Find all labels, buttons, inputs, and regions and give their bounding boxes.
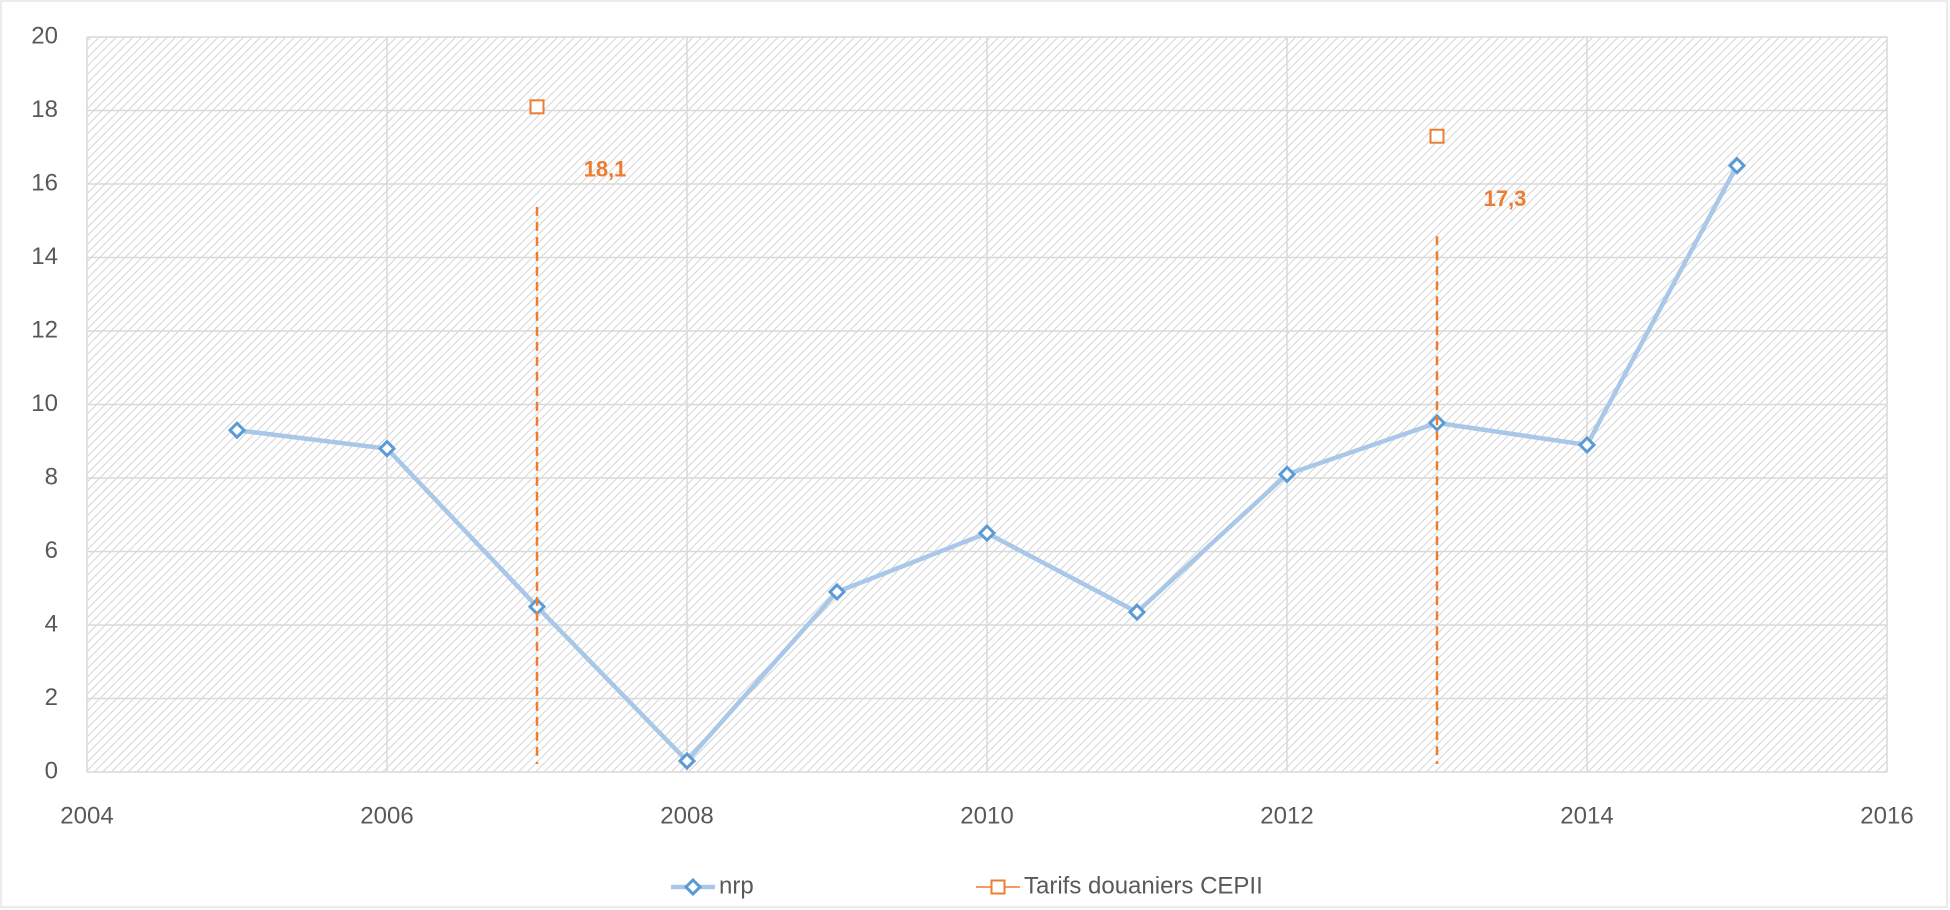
x-tick-label: 2008 [660, 802, 713, 829]
y-tick-label: 14 [31, 243, 58, 270]
marker [1727, 156, 1747, 175]
marker [227, 421, 247, 440]
marker [1429, 128, 1445, 144]
legend-marker [990, 879, 1006, 895]
y-tick-label: 4 [45, 610, 58, 637]
x-tick-label: 2010 [960, 802, 1013, 829]
x-tick-label: 2006 [360, 802, 413, 829]
y-tick-label: 6 [45, 537, 58, 564]
x-tick-label: 2004 [60, 802, 113, 829]
y-tick-label: 16 [31, 169, 58, 196]
marker [377, 439, 397, 458]
marker [1277, 465, 1297, 484]
legend-marker [683, 877, 703, 897]
y-tick-label: 2 [45, 684, 58, 711]
legend-label: Tarifs douaniers CEPII [1024, 872, 1263, 899]
data-label: 18,1 [584, 157, 627, 182]
x-tick-label: 2016 [1860, 802, 1913, 829]
y-tick-label: 10 [31, 390, 58, 417]
y-tick-label: 0 [45, 757, 58, 784]
x-tick-label: 2014 [1560, 802, 1613, 829]
y-tick-label: 8 [45, 463, 58, 490]
y-tick-label: 20 [31, 22, 58, 49]
legend-label: nrp [719, 872, 754, 899]
y-tick-label: 12 [31, 316, 58, 343]
marker [977, 524, 997, 543]
marker [529, 99, 545, 115]
marker [827, 582, 847, 602]
marker [1577, 435, 1597, 455]
y-tick-label: 18 [31, 96, 58, 123]
x-tick-label: 2012 [1260, 802, 1313, 829]
marker [677, 751, 697, 771]
data-label: 17,3 [1484, 186, 1527, 211]
marker [1127, 603, 1147, 622]
